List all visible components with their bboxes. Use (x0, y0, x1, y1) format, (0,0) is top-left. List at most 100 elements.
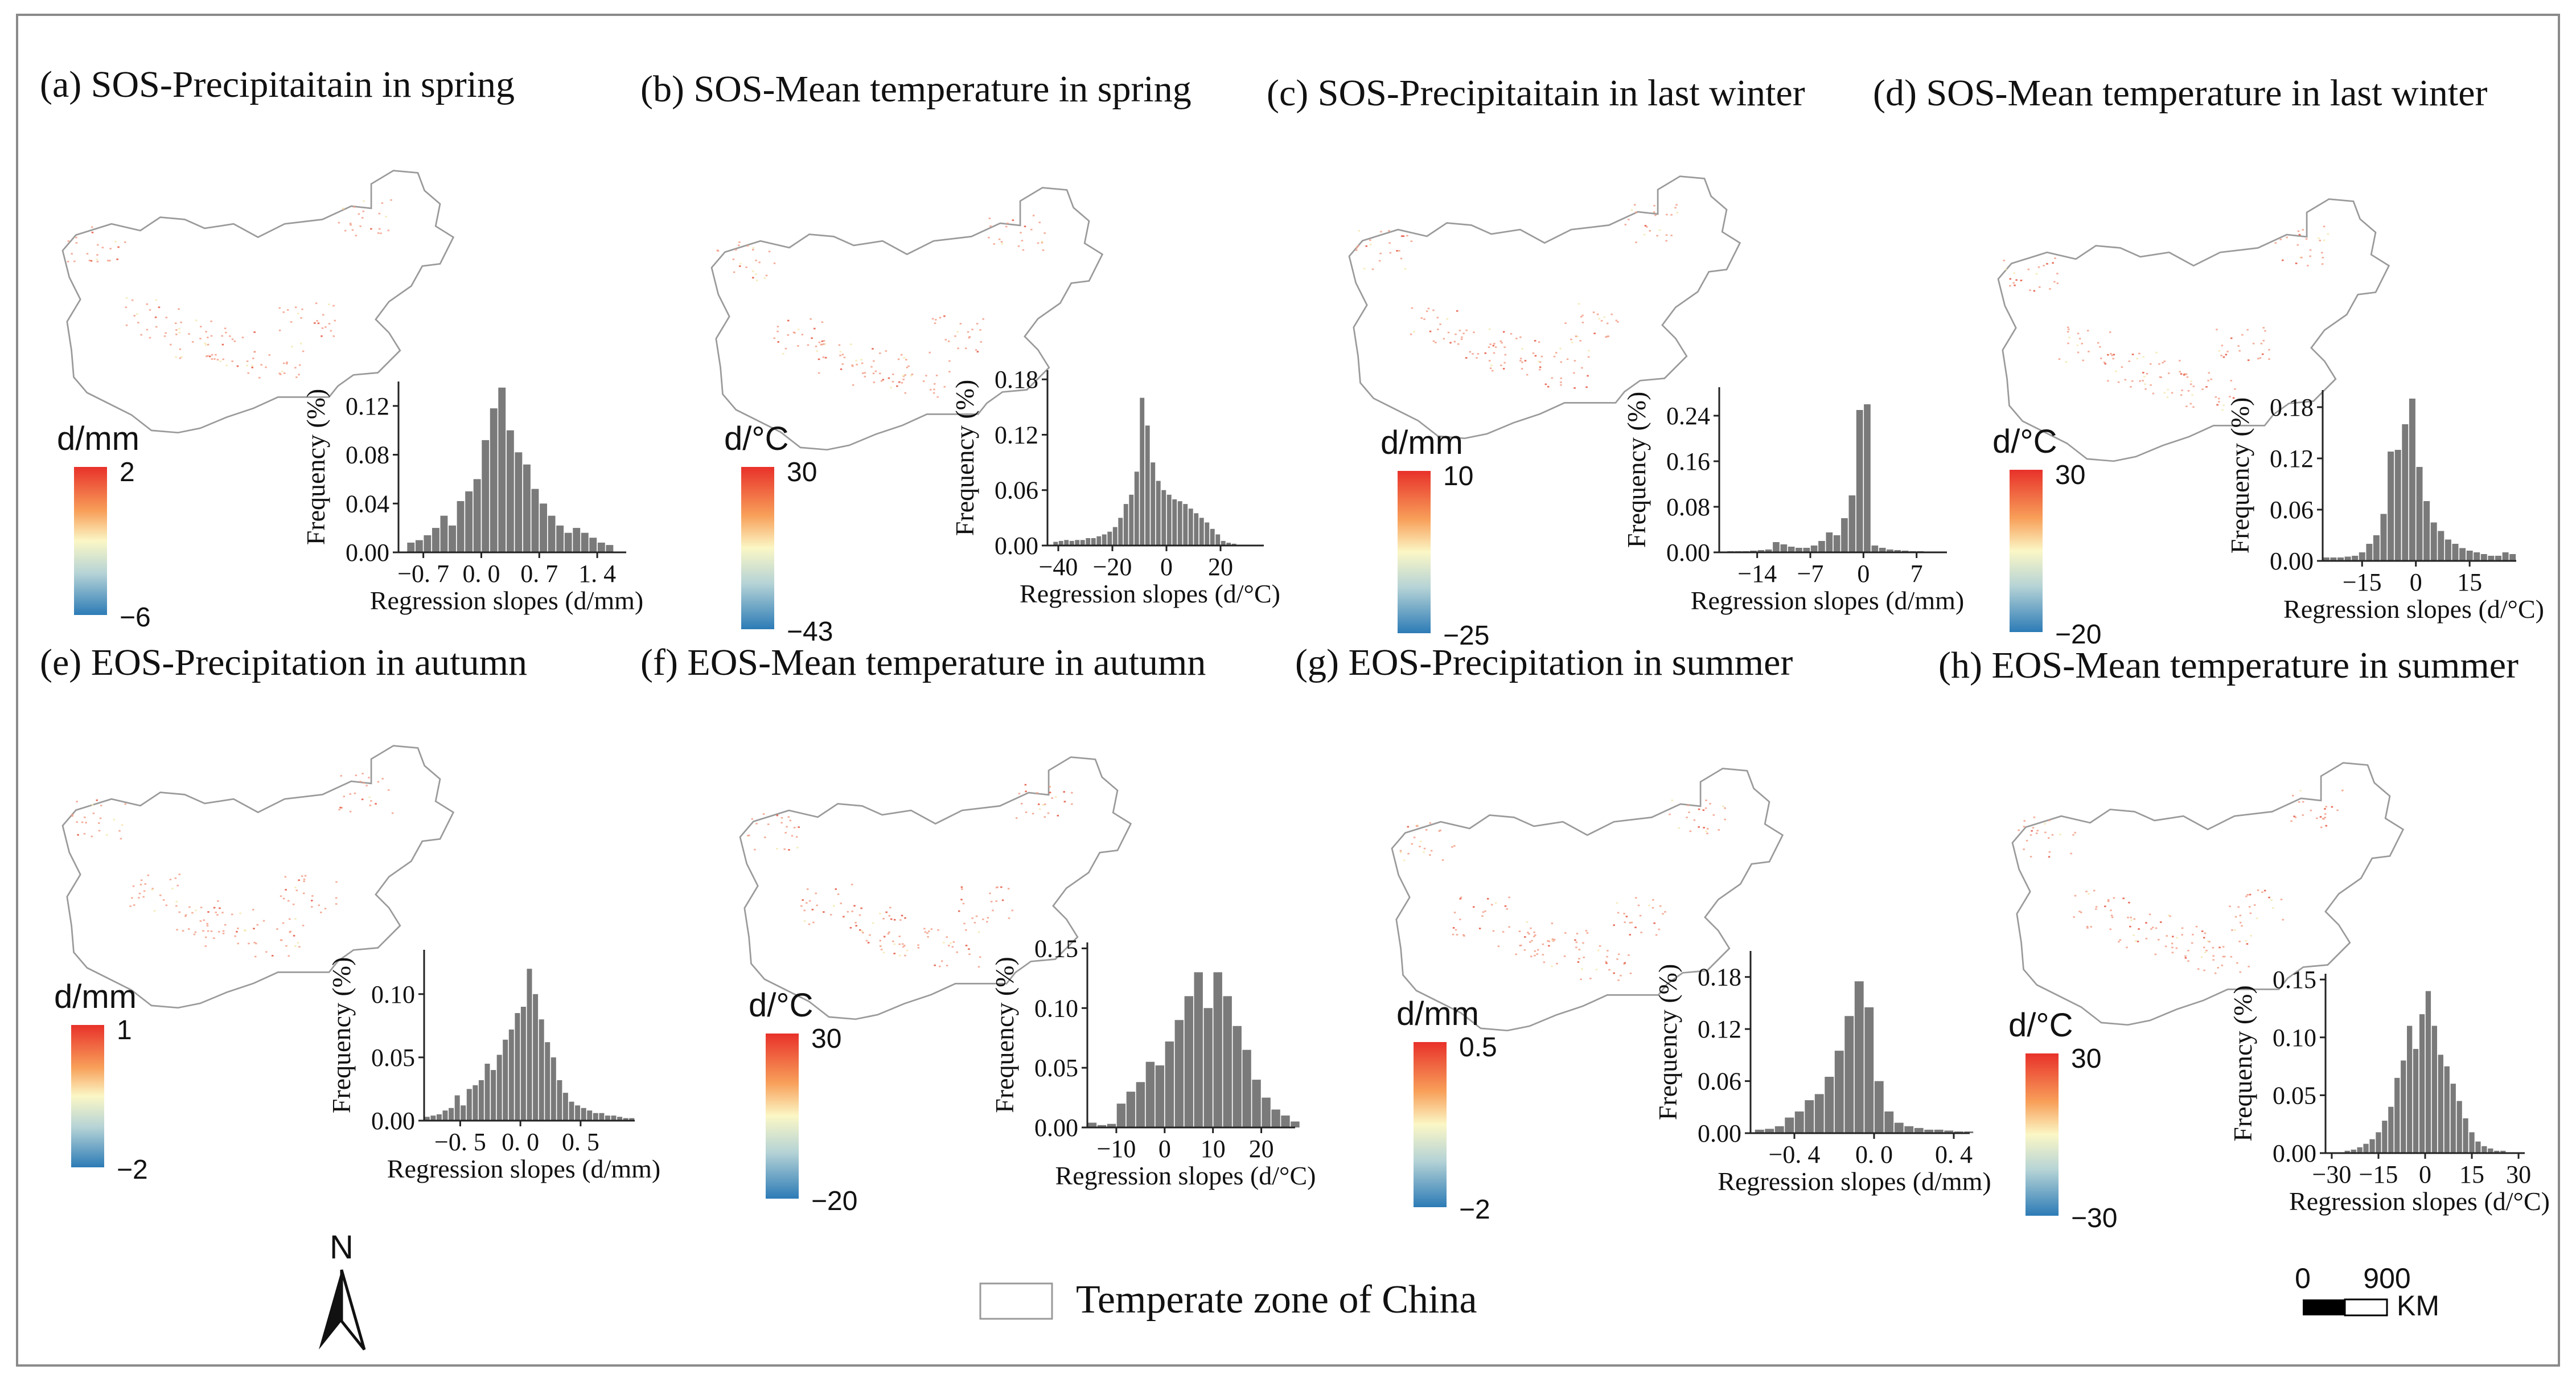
map-pixel (146, 329, 149, 331)
map-pixel (1610, 313, 1613, 315)
map-pixel (927, 936, 929, 938)
map-pixel (96, 799, 98, 801)
map-pixel (947, 340, 950, 342)
map-pixel (2302, 801, 2304, 803)
map-pixel (236, 365, 239, 367)
colorbar-g (1414, 1042, 1447, 1207)
map-pixel (2129, 925, 2131, 928)
map-pixel (1473, 331, 1475, 333)
map-pixel (998, 238, 1001, 240)
map-pixel (2268, 358, 2270, 360)
map-pixel (1539, 368, 1541, 371)
map-pixel (2245, 940, 2248, 942)
histogram-bar (1166, 494, 1172, 546)
map-pixel (814, 327, 816, 330)
y-tick-label: 0.15 (2273, 966, 2316, 994)
map-pixel (1639, 915, 1642, 917)
map-pixel (1643, 233, 1646, 236)
histogram-bar (2366, 544, 2373, 561)
map-pixel (1664, 911, 1666, 913)
map-pixel (939, 317, 942, 319)
map-pixel (1698, 826, 1700, 828)
map-pixel (355, 774, 358, 777)
map-china-e (61, 744, 455, 1009)
x-tick-label: 0 (2410, 568, 2422, 596)
histogram-bar (1102, 534, 1107, 546)
map-pixel (1472, 906, 1475, 908)
map-pixel (199, 920, 202, 922)
map-pixel (1481, 915, 1484, 917)
map-pixel (335, 897, 338, 899)
map-pixel (940, 960, 943, 962)
map-pixel (1494, 346, 1497, 348)
map-pixel (314, 322, 316, 324)
map-pixel (1658, 229, 1661, 231)
map-pixel (2137, 940, 2139, 942)
map-pixel (968, 336, 971, 338)
map-pixel (1654, 214, 1657, 216)
map-pixel (133, 904, 135, 906)
map-pixel (2073, 916, 2075, 918)
histogram-bar (1796, 548, 1802, 552)
map-pixel (136, 313, 138, 315)
map-pixel (1656, 235, 1658, 237)
histogram-bar (2481, 1146, 2487, 1153)
map-pixel (179, 357, 182, 359)
histogram-bar (1785, 1117, 1794, 1133)
map-pixel (131, 299, 134, 301)
map-outline (61, 744, 455, 1009)
map-pixel (880, 949, 883, 950)
map-pixel (2336, 809, 2339, 811)
map-pixel (175, 329, 178, 331)
map-pixel (2322, 818, 2324, 820)
map-pixel (1459, 897, 1462, 900)
histogram-bar (2495, 556, 2501, 561)
x-tick-label: 15 (2459, 1160, 2484, 1188)
map-pixel (1494, 902, 1497, 904)
histogram-bar (2402, 424, 2409, 561)
map-pixel (923, 928, 926, 930)
y-tick-label: 0.08 (346, 441, 389, 469)
map-pixel (1429, 330, 1432, 333)
map-pixel (2323, 239, 2326, 241)
map-pixels (71, 773, 394, 958)
map-pixel (2282, 259, 2284, 261)
histogram-bar (581, 1108, 586, 1121)
histogram-bar (1210, 528, 1215, 546)
map-pixel (2059, 834, 2061, 835)
map-china-c (1348, 175, 1741, 440)
map-pixel (1523, 949, 1526, 951)
map-pixel (187, 928, 190, 930)
map-pixel (251, 366, 254, 368)
map-pixel (862, 932, 864, 934)
map-pixel (2234, 388, 2236, 390)
map-pixel (1432, 309, 1435, 311)
histogram-bar (2500, 1150, 2506, 1153)
map-pixel (1419, 846, 1421, 848)
histogram-bar (1810, 546, 1818, 552)
map-pixel (937, 929, 939, 931)
map-pixel (340, 775, 343, 777)
histogram-bar (2394, 1077, 2400, 1153)
map-pixel (287, 955, 290, 957)
map-pixel (2257, 889, 2259, 891)
map-pixel (178, 911, 181, 913)
map-pixel (1508, 896, 1510, 899)
map-pixel (2107, 900, 2110, 903)
histogram-bar (1118, 518, 1123, 546)
map-pixel (1437, 329, 1439, 330)
histogram-bar (461, 1105, 466, 1121)
map-pixel (1618, 953, 1620, 955)
panel-e: (e) EOS-Precipitation in autumnd/mm1−20.… (40, 642, 660, 1185)
histogram-bar (2337, 557, 2344, 561)
map-pixel (359, 225, 361, 227)
map-pixel (1012, 219, 1014, 222)
map-pixel (1032, 215, 1035, 216)
map-pixel (1651, 907, 1654, 909)
map-pixel (175, 905, 178, 907)
map-pixel (285, 363, 288, 365)
histogram-bar (1134, 471, 1139, 546)
histogram-bar (599, 1113, 605, 1121)
map-pixel (370, 228, 372, 230)
